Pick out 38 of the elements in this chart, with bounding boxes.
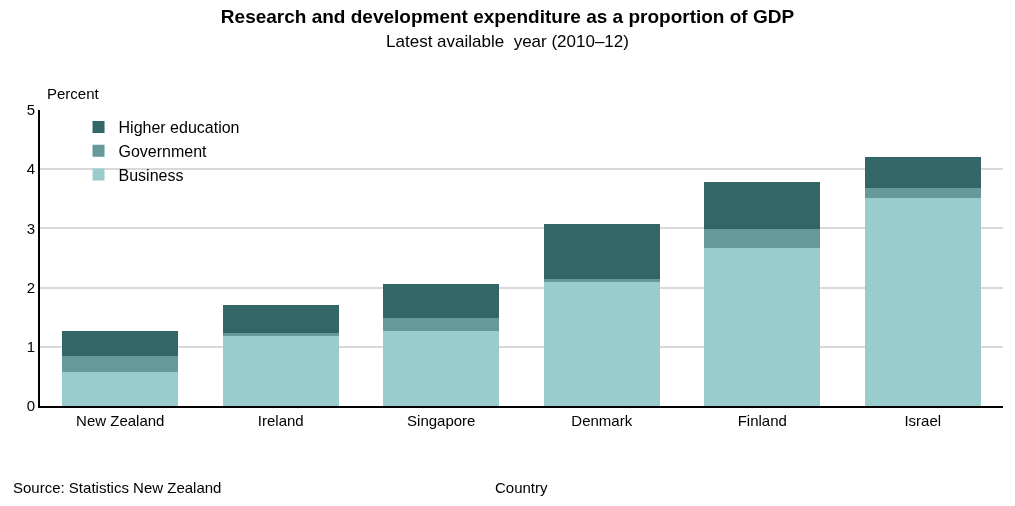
bar	[383, 284, 500, 319]
legend-label: Business	[118, 166, 184, 184]
x-axis-title: Country	[495, 479, 549, 496]
x-tick-label: Finland	[737, 412, 787, 429]
bar	[222, 333, 339, 337]
legend-label: Government	[118, 142, 208, 160]
y-tick-label: 2	[26, 278, 35, 296]
legend-label: Higher education	[118, 119, 240, 137]
y-tick-label: 3	[26, 219, 35, 237]
bar	[222, 305, 339, 334]
y-tick-label: 0	[26, 397, 35, 415]
y-tick-label: 1	[26, 338, 35, 356]
x-tick-label: Ireland	[257, 412, 304, 429]
y-tick-label: 4	[26, 160, 35, 178]
bar	[543, 279, 660, 282]
bar	[864, 187, 981, 198]
bar	[864, 156, 981, 188]
y-tick-label: 5	[26, 101, 35, 119]
chart-subtitle: Latest available year (2010–12)	[386, 32, 629, 52]
bar	[222, 336, 339, 406]
bar	[62, 371, 179, 406]
bar	[704, 182, 821, 229]
bar	[704, 247, 821, 406]
bar	[383, 330, 500, 406]
x-tick-label: Israel	[904, 412, 942, 429]
bar	[543, 281, 660, 406]
source-note: Source: Statistics New Zealand	[13, 479, 222, 496]
x-tick-label: New Zealand	[76, 412, 165, 429]
bar	[704, 228, 821, 248]
bar	[543, 223, 660, 280]
y-axis-title: Percent	[47, 85, 100, 102]
bar	[62, 355, 179, 372]
x-tick-label: Denmark	[571, 412, 633, 429]
bar	[62, 331, 179, 356]
bar	[864, 197, 981, 406]
bar	[383, 318, 500, 331]
chart-title: Research and development expenditure as a proportion of GDP	[220, 5, 795, 27]
x-tick-label: Singapore	[407, 412, 476, 429]
